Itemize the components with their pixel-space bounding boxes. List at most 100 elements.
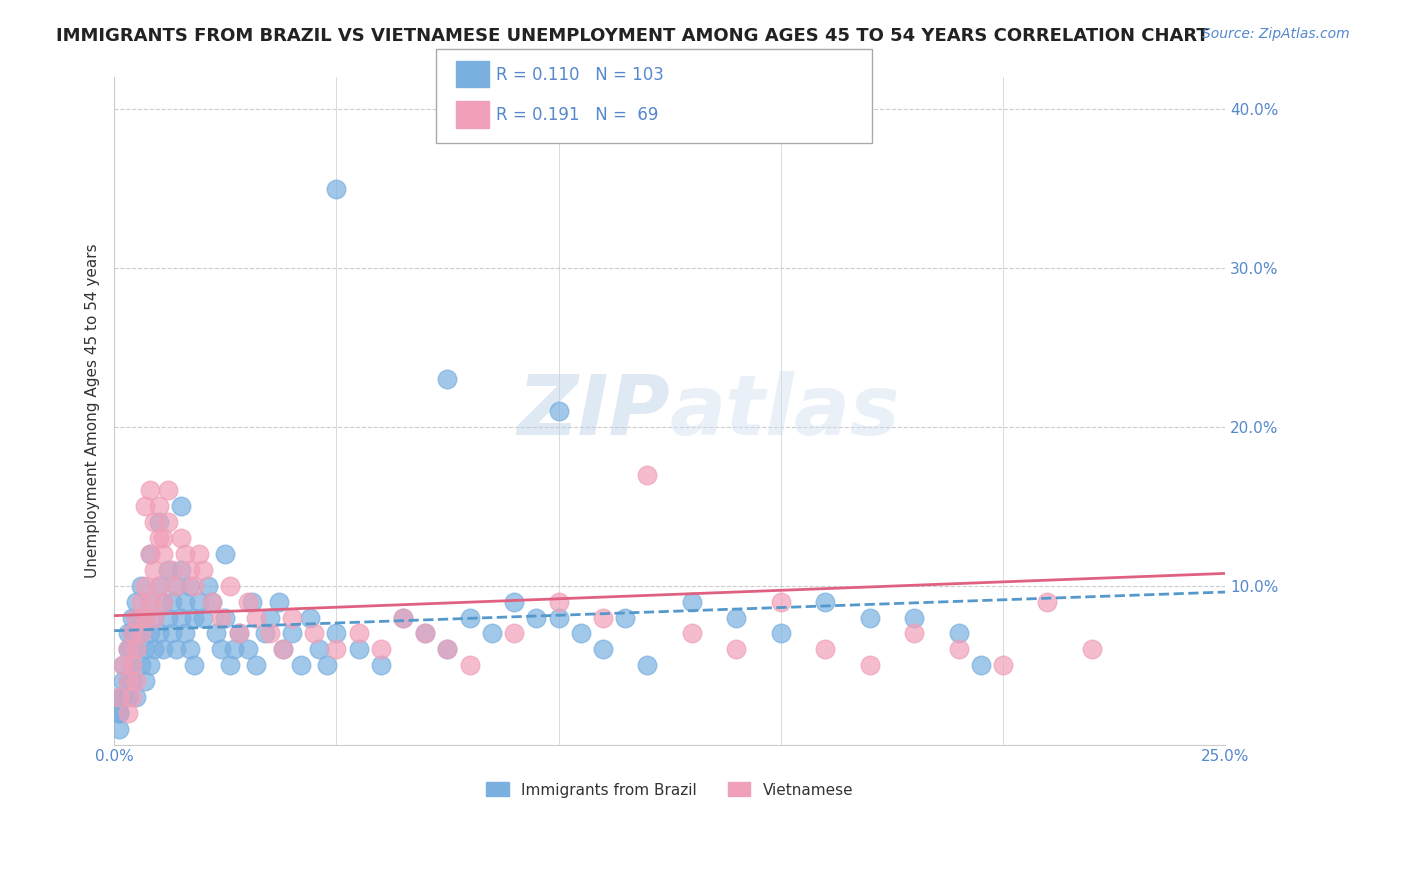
Point [183,610,205,624]
Point [152,531,174,545]
Point [107,690,129,704]
Point [156,563,179,577]
Point [201,594,224,608]
Point [187,547,209,561]
Point [205,626,228,640]
Point [134,610,156,624]
Point [271,642,294,657]
Point [112,674,135,689]
Point [107,706,129,720]
Point [481,626,503,640]
Point [129,594,152,608]
Point [134,610,156,624]
Point [125,690,148,704]
Point [152,594,174,608]
Point [547,610,569,624]
Point [139,594,162,608]
Point [112,658,135,673]
Point [725,610,748,624]
Point [281,626,304,640]
Point [170,500,193,514]
Point [152,594,174,608]
Text: ZIP: ZIP [517,370,669,451]
Point [143,610,166,624]
Point [152,547,174,561]
Point [179,579,201,593]
Point [183,658,205,673]
Point [325,181,347,195]
Point [117,642,139,657]
Point [636,467,658,482]
Point [769,626,792,640]
Point [129,579,152,593]
Point [156,610,179,624]
Point [179,642,201,657]
Point [201,594,224,608]
Point [107,706,129,720]
Point [1036,594,1059,608]
Point [948,626,970,640]
Point [121,610,143,624]
Point [636,658,658,673]
Point [107,706,129,720]
Point [413,626,436,640]
Point [139,658,162,673]
Point [129,626,152,640]
Point [117,674,139,689]
Point [148,579,170,593]
Point [569,626,592,640]
Point [236,642,259,657]
Point [148,515,170,529]
Point [174,547,197,561]
Point [524,610,547,624]
Legend: Immigrants from Brazil, Vietnamese: Immigrants from Brazil, Vietnamese [479,776,859,804]
Point [1081,642,1104,657]
Point [143,515,166,529]
Point [134,579,156,593]
Point [903,610,925,624]
Point [134,674,156,689]
Point [725,642,748,657]
Point [681,626,703,640]
Point [214,610,236,624]
Point [125,594,148,608]
Point [125,642,148,657]
Point [859,658,882,673]
Point [392,610,415,624]
Point [308,642,330,657]
Point [592,610,614,624]
Point [117,642,139,657]
Point [174,626,197,640]
Point [160,626,183,640]
Point [228,626,250,640]
Point [129,658,152,673]
Point [121,626,143,640]
Point [143,563,166,577]
Point [139,547,162,561]
Point [814,594,837,608]
Point [970,658,993,673]
Point [503,594,526,608]
Point [148,531,170,545]
Point [125,610,148,624]
Point [347,642,370,657]
Point [170,610,193,624]
Point [214,547,236,561]
Point [134,642,156,657]
Point [112,690,135,704]
Point [121,658,143,673]
Point [148,579,170,593]
Point [547,594,569,608]
Point [125,642,148,657]
Point [156,515,179,529]
Point [436,372,458,386]
Point [170,563,193,577]
Point [347,626,370,640]
Point [436,642,458,657]
Point [107,722,129,736]
Point [134,500,156,514]
Point [436,642,458,657]
Point [991,658,1014,673]
Point [302,626,325,640]
Point [228,626,250,640]
